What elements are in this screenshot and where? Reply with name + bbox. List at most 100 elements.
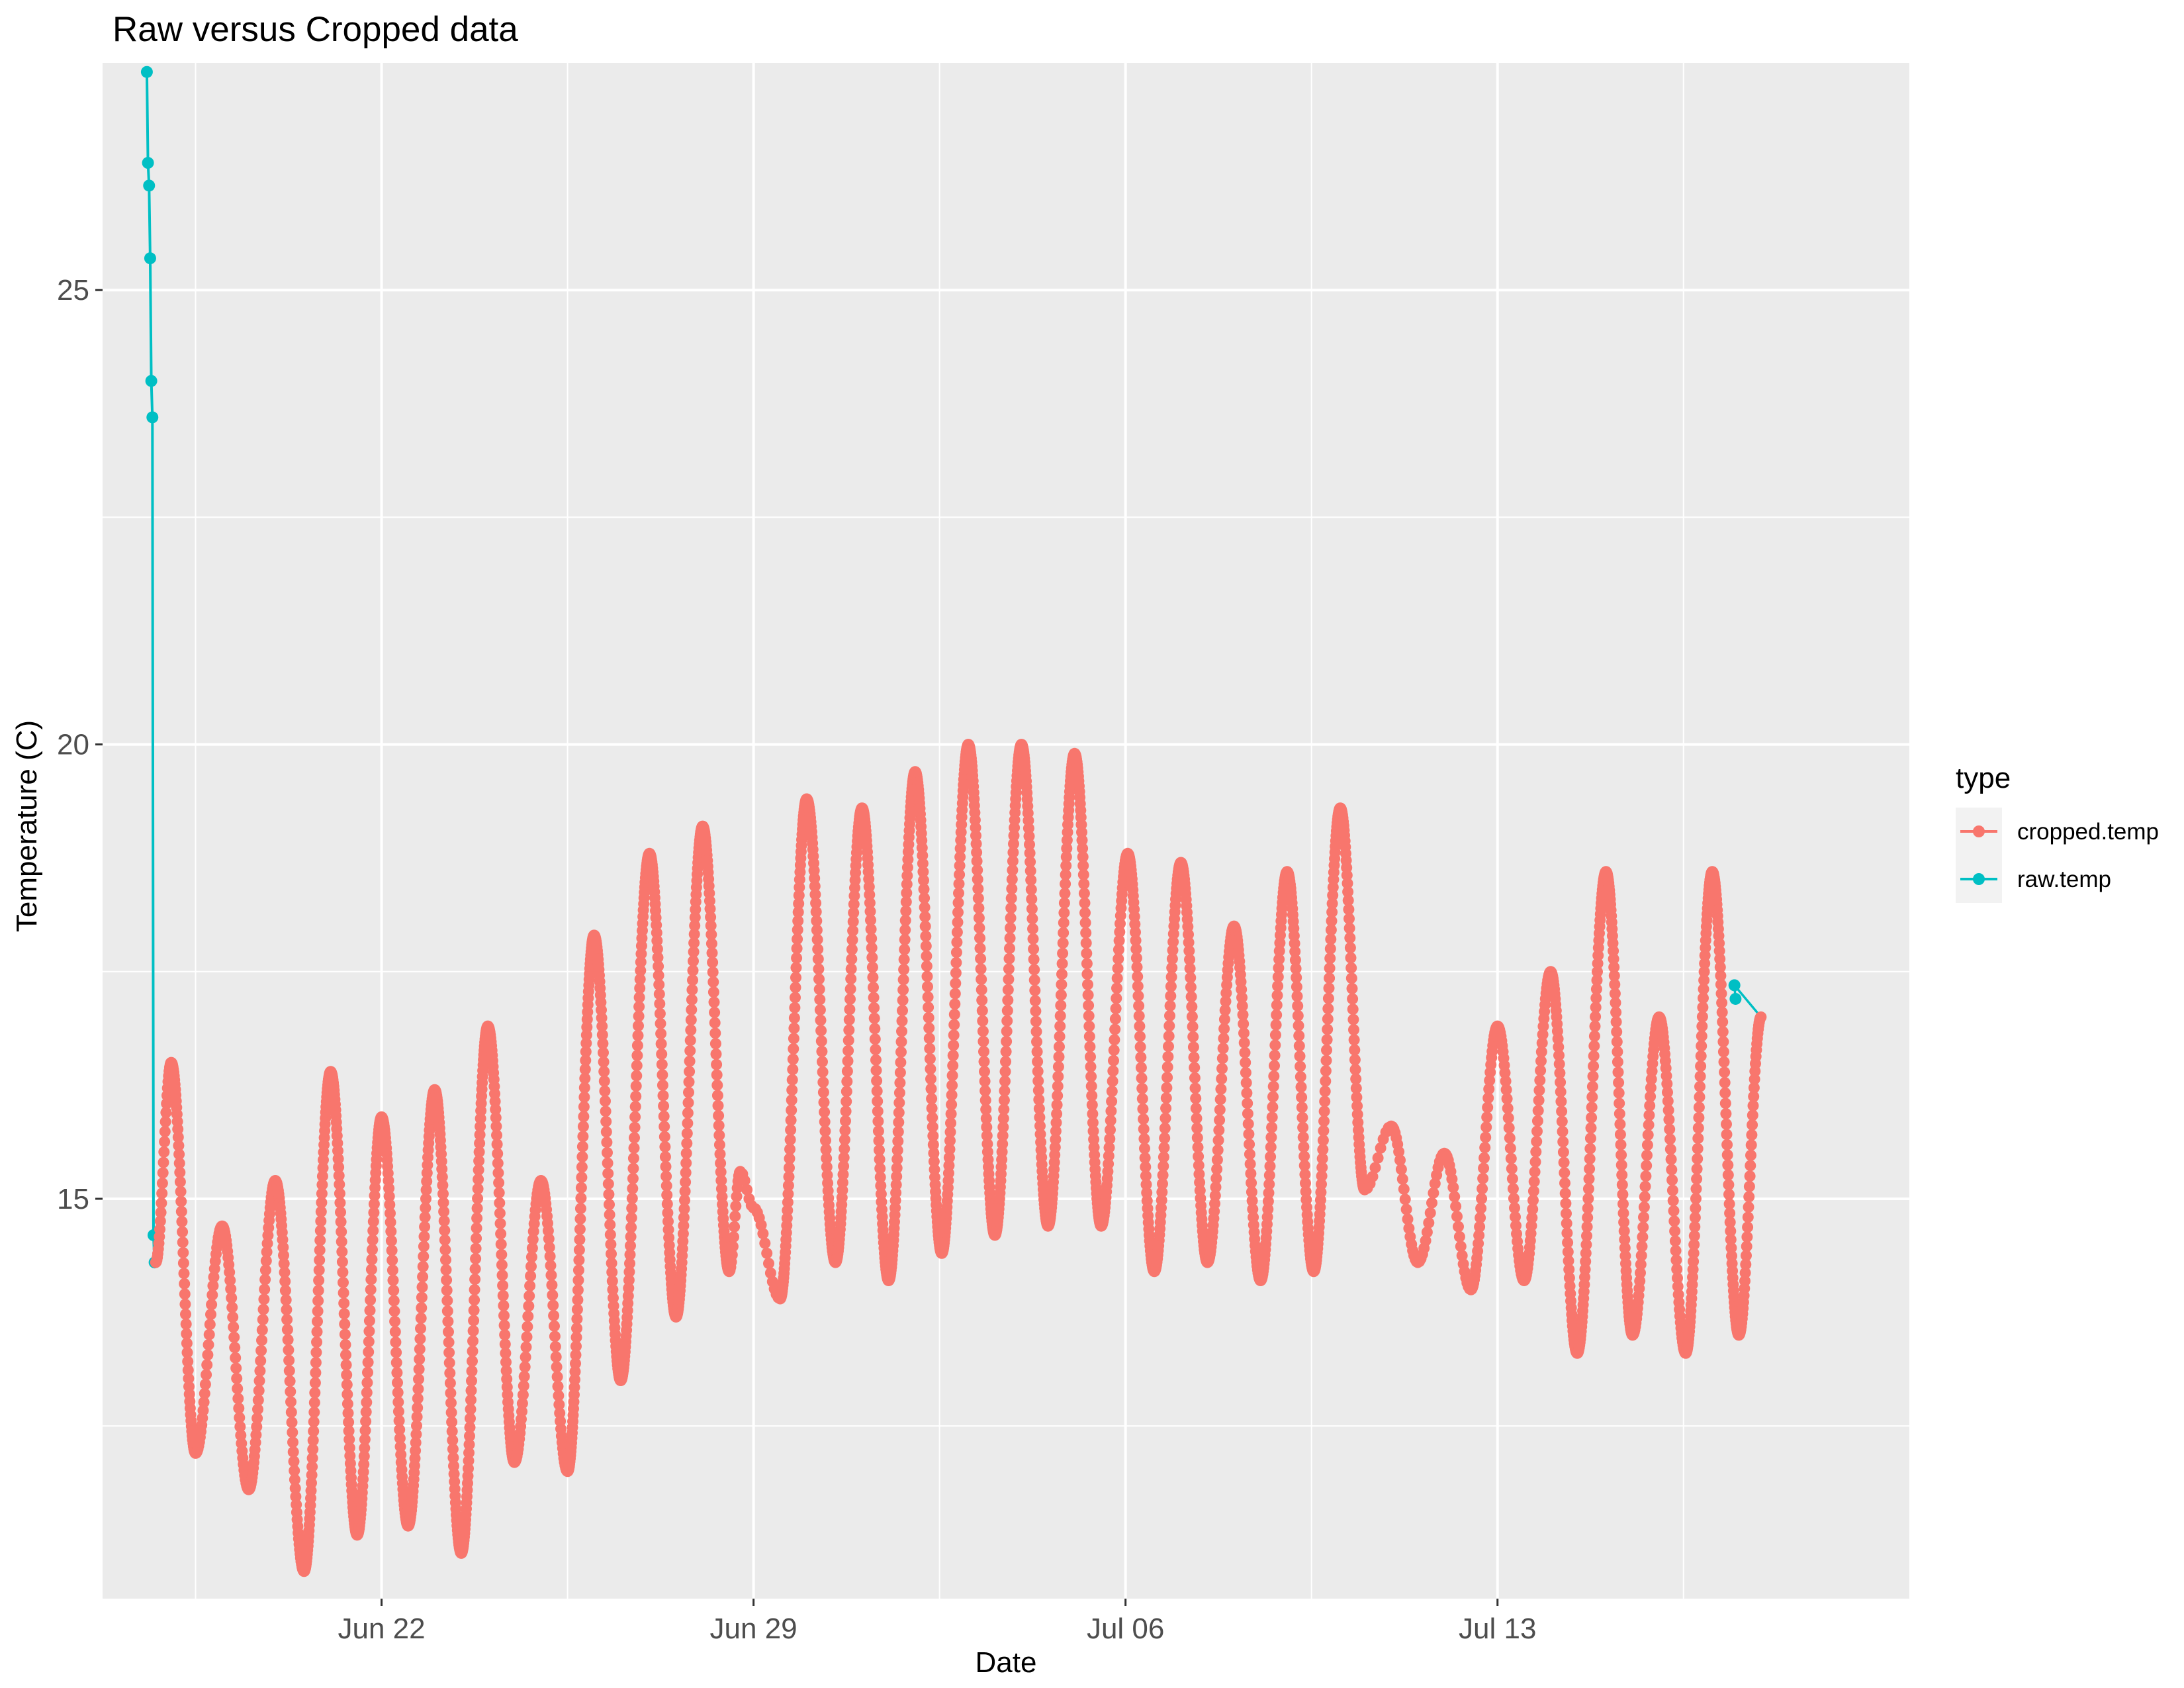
cropped-temp-point [1715, 970, 1727, 982]
cropped-temp-point [497, 1280, 509, 1291]
cropped-temp-point [410, 1445, 422, 1456]
cropped-temp-point [1690, 1183, 1702, 1195]
chart-title: Raw versus Cropped data [113, 10, 518, 49]
cropped-temp-point [974, 943, 986, 955]
cropped-temp-point [1725, 1234, 1737, 1246]
cropped-temp-point [1265, 1141, 1277, 1153]
cropped-temp-point [875, 1180, 887, 1192]
cropped-temp-point [892, 1135, 904, 1147]
cropped-temp-point [1211, 1163, 1223, 1175]
cropped-temp-point [1715, 978, 1727, 990]
cropped-temp-point [1113, 953, 1124, 965]
cropped-temp-point [394, 1432, 406, 1444]
cropped-temp-point [1236, 984, 1248, 996]
cropped-temp-point [1026, 903, 1038, 915]
cropped-temp-point [1137, 1103, 1149, 1115]
cropped-temp-point [847, 915, 859, 927]
cropped-temp-point [792, 933, 803, 945]
cropped-temp-point [679, 1194, 690, 1206]
cropped-temp-point [368, 1207, 380, 1219]
cropped-temp-point [977, 1015, 989, 1027]
cropped-temp-point [1058, 917, 1069, 929]
cropped-temp-point [1500, 1084, 1512, 1096]
cropped-temp-point [1183, 929, 1194, 941]
cropped-temp-point [310, 1346, 322, 1358]
cropped-temp-point [868, 982, 879, 994]
cropped-temp-point [1272, 980, 1284, 992]
cropped-temp-point [1641, 1160, 1653, 1172]
cropped-temp-point [390, 1357, 402, 1368]
cropped-temp-point [1186, 1001, 1198, 1013]
cropped-temp-point [1694, 1070, 1706, 1082]
cropped-temp-point [1029, 984, 1041, 996]
cropped-temp-point [1220, 996, 1232, 1008]
cropped-temp-point [1238, 1037, 1250, 1049]
cropped-temp-point [1298, 1141, 1310, 1153]
cropped-temp-point [1325, 933, 1337, 945]
cropped-temp-point [996, 1146, 1008, 1158]
cropped-temp-point [527, 1234, 539, 1245]
cropped-temp-point [1188, 1051, 1200, 1063]
cropped-temp-point [471, 1202, 483, 1214]
cropped-temp-point [201, 1369, 212, 1381]
cropped-temp-point [759, 1237, 771, 1249]
cropped-temp-point [1637, 1221, 1649, 1233]
cropped-temp-point [1642, 1129, 1654, 1141]
cropped-temp-point [417, 1260, 429, 1272]
cropped-temp-point [444, 1377, 456, 1389]
cropped-temp-point [686, 994, 698, 1006]
cropped-temp-point [1349, 1054, 1361, 1066]
cropped-temp-point [580, 1029, 592, 1041]
cropped-temp-point [543, 1241, 555, 1253]
cropped-temp-point [1687, 1264, 1699, 1276]
cropped-temp-point [810, 906, 822, 917]
plot-panel [103, 63, 1909, 1599]
cropped-temp-point [419, 1221, 431, 1233]
cropped-temp-point [1535, 1046, 1547, 1058]
cropped-temp-point [1087, 1125, 1099, 1137]
cropped-temp-point [360, 1406, 372, 1418]
cropped-temp-point [788, 1022, 800, 1034]
cropped-temp-point [414, 1333, 426, 1345]
cropped-temp-point [338, 1297, 350, 1309]
cropped-temp-point [839, 1143, 850, 1154]
cropped-temp-point [1529, 1166, 1541, 1178]
cropped-temp-point [257, 1314, 269, 1325]
cropped-temp-point [570, 1331, 582, 1343]
cropped-temp-point [1321, 1034, 1333, 1046]
cropped-temp-point [658, 1100, 670, 1112]
cropped-temp-point [1533, 1084, 1545, 1096]
cropped-temp-point [816, 1045, 828, 1057]
cropped-temp-point [1526, 1212, 1538, 1224]
cropped-temp-point [1346, 982, 1358, 994]
cropped-temp-point [1527, 1203, 1539, 1215]
cropped-temp-point [815, 1014, 827, 1026]
cropped-temp-point [948, 1009, 960, 1020]
cropped-temp-point [788, 1012, 800, 1024]
cropped-temp-point [316, 1170, 328, 1182]
cropped-temp-point [1271, 999, 1283, 1011]
cropped-temp-point [952, 916, 964, 928]
cropped-temp-point [1052, 1061, 1064, 1072]
cropped-temp-point [678, 1211, 690, 1223]
cropped-temp-point [278, 1249, 289, 1261]
cropped-temp-point [1695, 1060, 1707, 1072]
cropped-temp-point [1159, 1132, 1171, 1144]
cropped-temp-point [309, 1387, 321, 1399]
cropped-temp-point [1615, 1159, 1627, 1171]
cropped-temp-point [1506, 1163, 1518, 1174]
cropped-temp-point [1532, 1105, 1544, 1117]
cropped-temp-point [443, 1326, 454, 1338]
cropped-temp-point [413, 1374, 424, 1385]
cropped-temp-point [1350, 1073, 1362, 1085]
cropped-temp-point [1050, 1117, 1062, 1129]
cropped-temp-point [177, 1237, 189, 1248]
cropped-temp-point [492, 1157, 504, 1169]
cropped-temp-point [680, 1147, 692, 1159]
cropped-temp-point [365, 1274, 377, 1286]
cropped-temp-point [1106, 1086, 1118, 1098]
cropped-temp-point [977, 1025, 989, 1037]
cropped-temp-point [1165, 980, 1177, 992]
cropped-temp-point [1717, 1016, 1729, 1028]
cropped-temp-point [1077, 860, 1089, 872]
